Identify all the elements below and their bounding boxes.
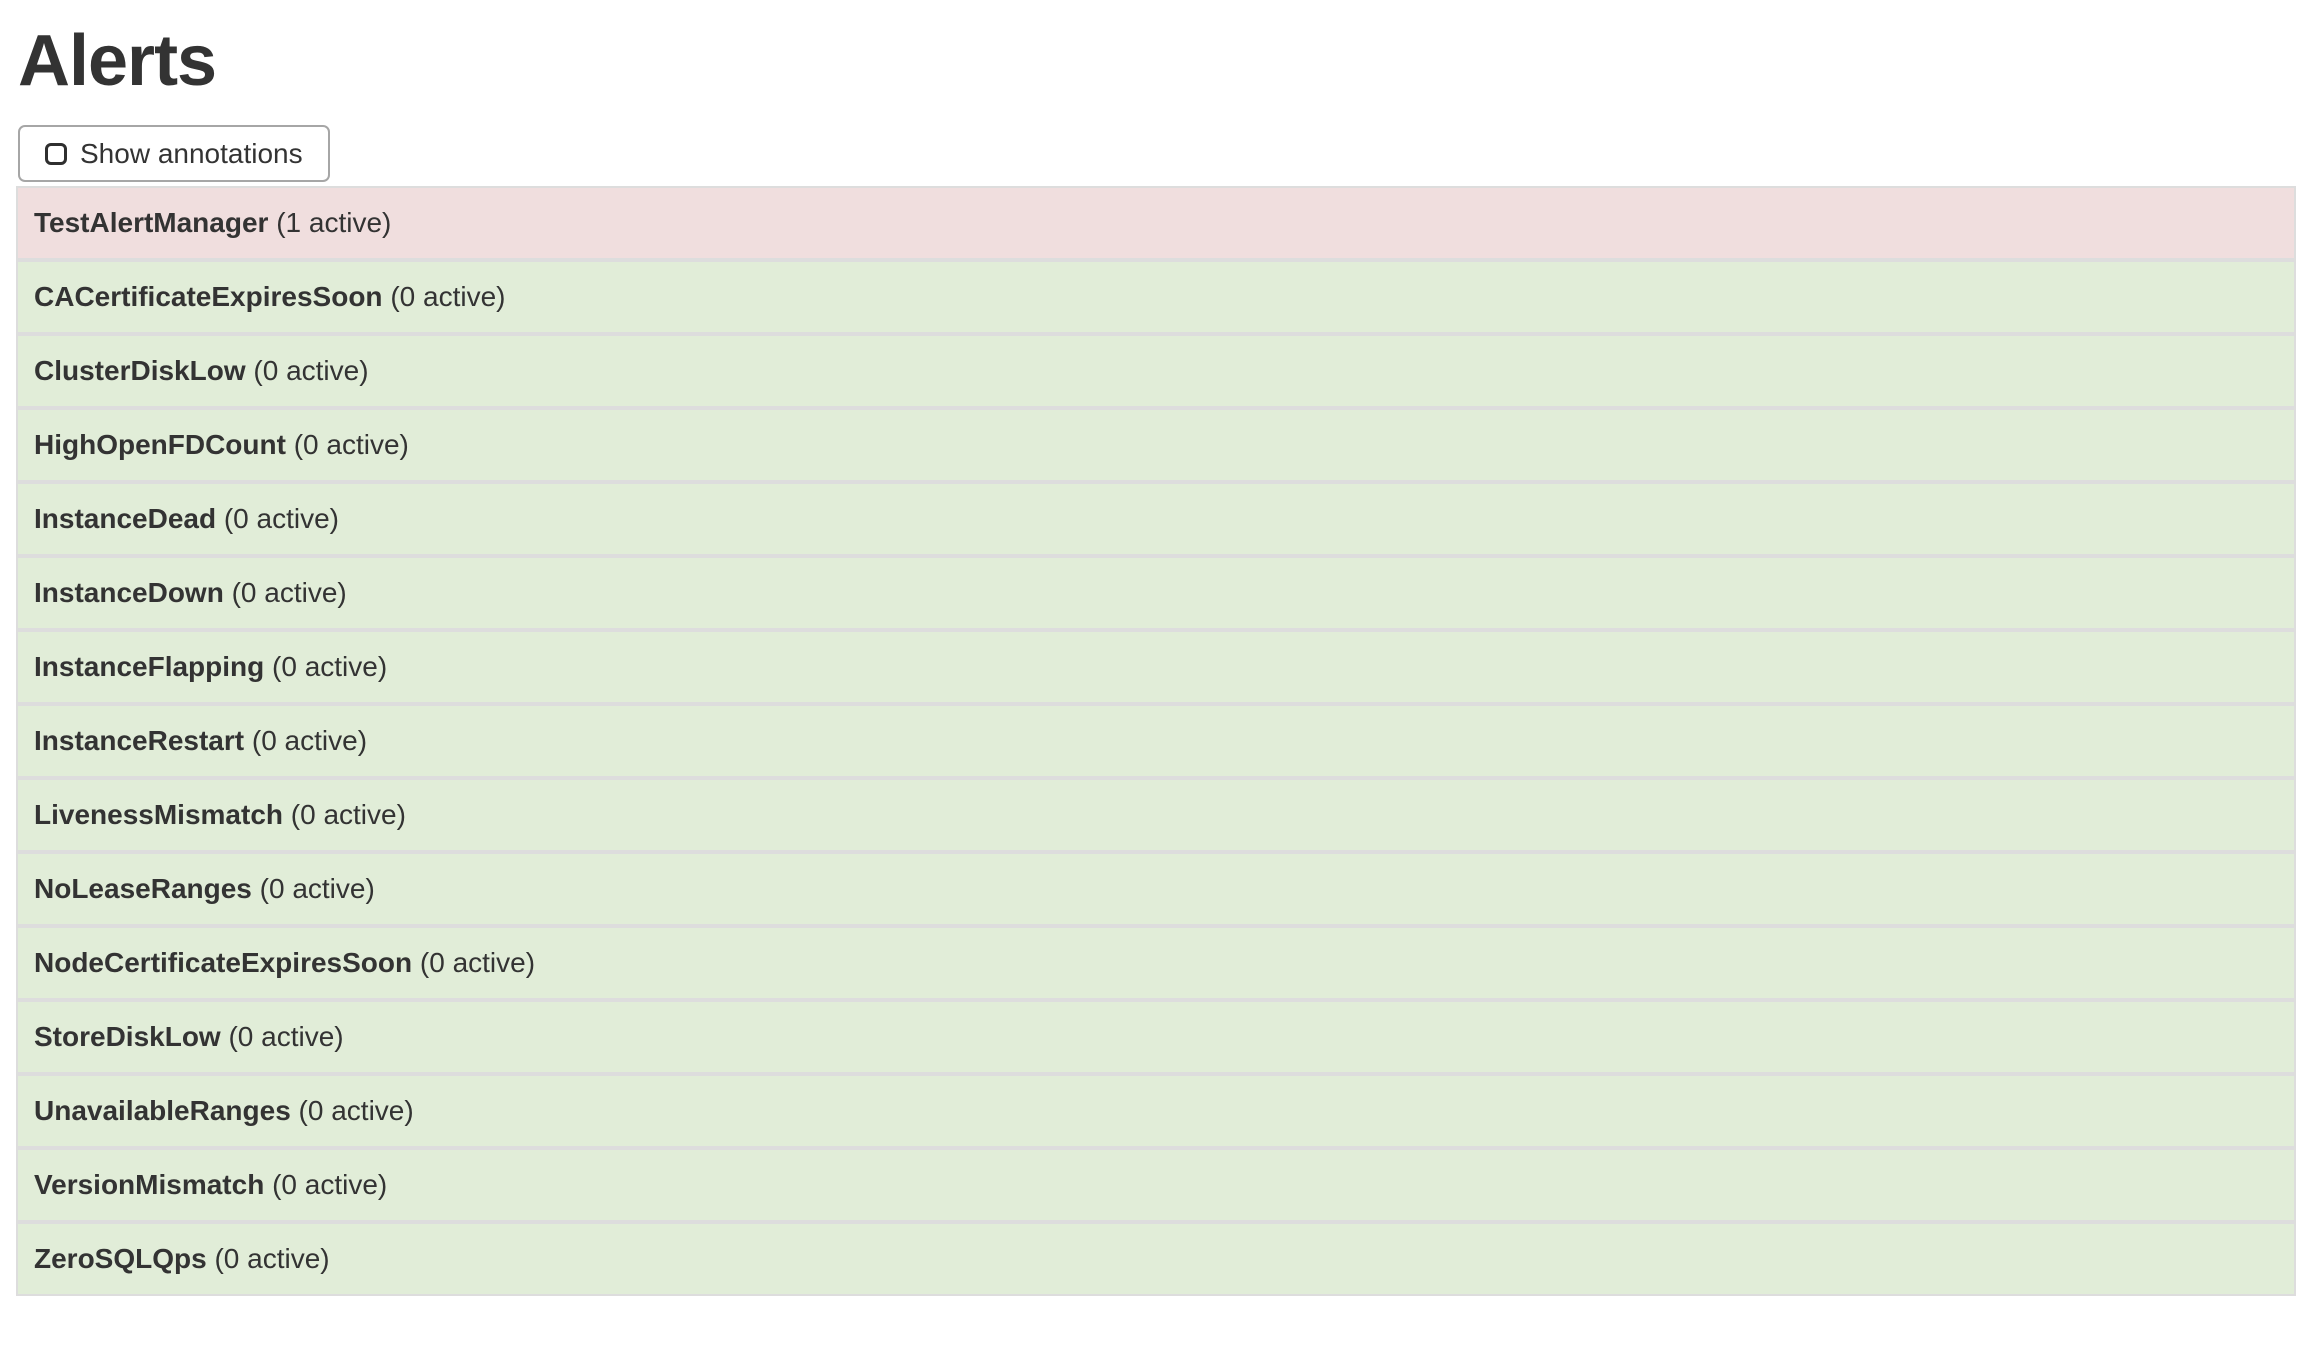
alert-active-count: (0 active) — [245, 355, 369, 387]
alert-rule-row[interactable]: CACertificateExpiresSoon (0 active) — [16, 260, 2296, 335]
alert-rule-row[interactable]: TestAlertManager (1 active) — [16, 186, 2296, 261]
alert-active-count: (0 active) — [216, 503, 340, 535]
alert-active-count: (0 active) — [264, 1169, 388, 1201]
page-title: Alerts — [18, 21, 217, 101]
alert-rule-row[interactable]: ZeroSQLQps (0 active) — [16, 1222, 2296, 1297]
alert-rules-list: TestAlertManager (1 active) CACertificat… — [16, 186, 2296, 1297]
alert-rule-name: UnavailableRanges — [34, 1095, 291, 1127]
alert-active-count: (0 active) — [223, 577, 347, 609]
alert-rule-row[interactable]: InstanceFlapping (0 active) — [16, 630, 2296, 705]
alert-rule-row[interactable]: NoLeaseRanges (0 active) — [16, 852, 2296, 927]
alert-rule-name: InstanceDead — [34, 503, 217, 535]
alert-rule-name: StoreDiskLow — [34, 1021, 221, 1053]
alert-active-count: (0 active) — [220, 1021, 344, 1053]
show-annotations-label: Show annotations — [80, 137, 303, 169]
alert-active-count: (0 active) — [206, 1243, 330, 1275]
alert-active-count: (0 active) — [283, 799, 406, 831]
alert-rule-row[interactable]: VersionMismatch (0 active) — [16, 1148, 2296, 1223]
alert-rule-name: VersionMismatch — [34, 1169, 265, 1201]
alert-rule-row[interactable]: UnavailableRanges (0 active) — [16, 1074, 2296, 1149]
alert-rule-row[interactable]: StoreDiskLow (0 active) — [16, 1000, 2296, 1075]
alert-rule-row[interactable]: InstanceDown (0 active) — [16, 556, 2296, 631]
alert-rule-name: InstanceFlapping — [34, 651, 265, 683]
alert-rule-name: NodeCertificateExpiresSoon — [34, 947, 413, 979]
alert-rule-row[interactable]: NodeCertificateExpiresSoon (0 active) — [16, 926, 2296, 1001]
alert-active-count: (0 active) — [264, 651, 388, 683]
alert-rule-name: InstanceRestart — [34, 725, 245, 757]
alert-rule-name: CACertificateExpiresSoon — [34, 281, 383, 313]
alert-rule-name: TestAlertManager — [34, 207, 269, 239]
alert-active-count: (0 active) — [251, 873, 375, 905]
alert-rule-row[interactable]: LivenessMismatch (0 active) — [16, 778, 2296, 853]
alert-active-count: (1 active) — [268, 207, 392, 239]
alerts-page: Alerts Show annotations TestAlertManager… — [0, 21, 2312, 1297]
alert-rule-name: LivenessMismatch — [34, 799, 283, 831]
alert-rule-row[interactable]: InstanceDead (0 active) — [16, 482, 2296, 557]
alert-active-count: (0 active) — [382, 281, 506, 313]
toolbar: Show annotations — [18, 125, 2296, 183]
checkbox-icon[interactable] — [45, 142, 67, 165]
alert-rule-row[interactable]: InstanceRestart (0 active) — [16, 704, 2296, 779]
alert-rule-row[interactable]: HighOpenFDCount (0 active) — [16, 408, 2296, 483]
alert-active-count: (0 active) — [285, 429, 409, 461]
alert-active-count: (0 active) — [412, 947, 536, 979]
alert-rule-name: NoLeaseRanges — [34, 873, 252, 905]
alert-rule-name: ZeroSQLQps — [34, 1243, 207, 1275]
alert-active-count: (0 active) — [244, 725, 368, 757]
alert-rule-name: InstanceDown — [34, 577, 224, 609]
alert-rule-name: ClusterDiskLow — [34, 355, 246, 387]
show-annotations-button[interactable]: Show annotations — [18, 125, 330, 183]
alert-rule-row[interactable]: ClusterDiskLow (0 active) — [16, 334, 2296, 409]
alert-rule-name: HighOpenFDCount — [34, 429, 286, 461]
alert-active-count: (0 active) — [290, 1095, 414, 1127]
